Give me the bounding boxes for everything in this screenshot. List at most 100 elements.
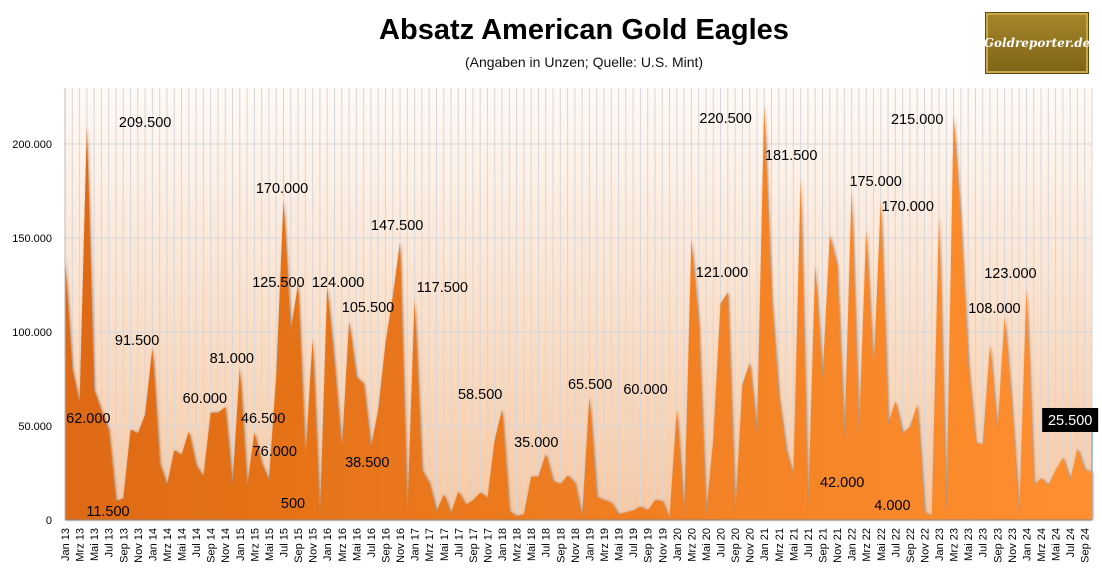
chart-title: Absatz American Gold Eagles xyxy=(379,14,789,46)
x-tick-label: Jan 15 xyxy=(235,528,247,561)
x-tick-label: Mrz 19 xyxy=(599,528,611,562)
x-tick-label: Sep 24 xyxy=(1080,528,1092,563)
data-point xyxy=(260,462,263,465)
data-point xyxy=(770,295,773,298)
data-point xyxy=(908,425,911,428)
y-tick-label: 100.000 xyxy=(12,327,52,339)
data-point xyxy=(872,372,875,375)
area-series xyxy=(65,105,1092,520)
x-tick-label: Jan 14 xyxy=(147,528,159,561)
data-label: 105.500 xyxy=(342,300,394,316)
data-point xyxy=(748,362,751,365)
data-label: 125.500 xyxy=(252,275,304,291)
data-point xyxy=(377,409,380,412)
x-tick-label: Nov 19 xyxy=(657,528,669,563)
data-point xyxy=(435,510,438,513)
data-point xyxy=(180,454,183,457)
data-point xyxy=(348,320,351,323)
x-tick-label: Mai 15 xyxy=(264,528,276,561)
data-point xyxy=(930,515,933,518)
data-point xyxy=(1010,409,1013,412)
data-point xyxy=(989,344,992,347)
data-point xyxy=(639,505,642,508)
x-tick-label: Nov 20 xyxy=(745,528,757,563)
data-point xyxy=(967,362,970,365)
x-tick-label: Sep 18 xyxy=(555,528,567,563)
x-tick-label: Jan 24 xyxy=(1021,528,1033,561)
x-tick-label: Jul 13 xyxy=(104,528,116,557)
data-point xyxy=(1069,479,1072,482)
x-tick-label: Mrz 16 xyxy=(337,528,349,562)
data-point xyxy=(792,475,795,478)
data-label: 60.000 xyxy=(623,382,667,398)
x-tick-label: Sep 16 xyxy=(380,528,392,563)
data-point xyxy=(457,490,460,493)
data-point xyxy=(195,464,198,467)
x-axis-ticks: Jan 13 Mrz 13 Mai 13 Jul 13 Sep 13 Nov 13 Jan … xyxy=(60,528,1092,563)
data-point xyxy=(763,104,766,107)
data-point xyxy=(508,510,511,513)
data-point xyxy=(493,439,496,442)
data-point xyxy=(755,432,758,435)
x-tick-label: Jul 24 xyxy=(1065,528,1077,557)
x-tick-label: Sep 23 xyxy=(992,528,1004,563)
data-point xyxy=(413,298,416,301)
data-point xyxy=(901,432,904,435)
data-label: 500 xyxy=(281,496,305,512)
data-point xyxy=(857,434,860,437)
data-point xyxy=(777,395,780,398)
data-point xyxy=(522,513,525,516)
chart-subtitle: (Angaben in Unzen; Quelle: U.S. Mint) xyxy=(464,54,704,70)
x-tick-label: Nov 16 xyxy=(395,528,407,563)
x-tick-label: Jul 18 xyxy=(541,528,553,557)
data-point xyxy=(129,428,132,431)
data-point xyxy=(653,499,656,502)
data-label: 123.000 xyxy=(984,266,1036,282)
data-label: 181.500 xyxy=(765,148,817,164)
data-point xyxy=(588,395,591,398)
data-point xyxy=(1047,484,1050,487)
data-point xyxy=(552,480,555,483)
data-point xyxy=(1083,469,1086,472)
data-point xyxy=(355,376,358,379)
data-point xyxy=(996,432,999,435)
data-point xyxy=(981,443,984,446)
data-point xyxy=(107,428,110,431)
x-tick-label: Mai 13 xyxy=(89,528,101,561)
x-tick-label: Mai 20 xyxy=(701,528,713,561)
data-point xyxy=(544,453,547,456)
data-point xyxy=(690,238,693,241)
data-point xyxy=(253,431,256,434)
data-point xyxy=(530,475,533,478)
x-tick-label: Mrz 18 xyxy=(512,528,524,562)
x-tick-label: Mrz 17 xyxy=(424,528,436,562)
x-tick-label: Jul 22 xyxy=(890,528,902,557)
data-point xyxy=(610,502,613,505)
data-label: 46.500 xyxy=(241,411,285,427)
data-label: 220.500 xyxy=(699,111,751,127)
data-point xyxy=(704,515,707,518)
data-label: 121.000 xyxy=(696,265,748,281)
x-tick-label: Jan 23 xyxy=(934,528,946,561)
y-tick-label: 200.000 xyxy=(12,139,52,151)
data-point xyxy=(959,221,962,224)
data-label: 65.500 xyxy=(568,377,612,393)
data-label: 117.500 xyxy=(417,280,468,296)
data-labels: 209.500 62.000 11.500 91.500 60.000 81.000 46.… xyxy=(66,111,1099,520)
data-point xyxy=(384,342,387,345)
x-tick-label: Sep 19 xyxy=(643,528,655,563)
data-point xyxy=(304,458,307,461)
x-tick-label: Sep 20 xyxy=(730,528,742,563)
highlight-data-label: 25.500 xyxy=(1048,413,1092,429)
data-point xyxy=(420,469,423,472)
x-tick-label: Nov 15 xyxy=(308,528,320,563)
data-point xyxy=(675,409,678,412)
x-tick-label: Sep 21 xyxy=(818,528,830,563)
data-point xyxy=(406,517,409,520)
data-label: 35.000 xyxy=(514,435,558,451)
data-point xyxy=(974,441,977,444)
x-tick-label: Mai 21 xyxy=(788,528,800,561)
x-tick-label: Mai 18 xyxy=(526,528,538,561)
data-point xyxy=(799,177,802,180)
x-tick-label: Jan 19 xyxy=(584,528,596,561)
